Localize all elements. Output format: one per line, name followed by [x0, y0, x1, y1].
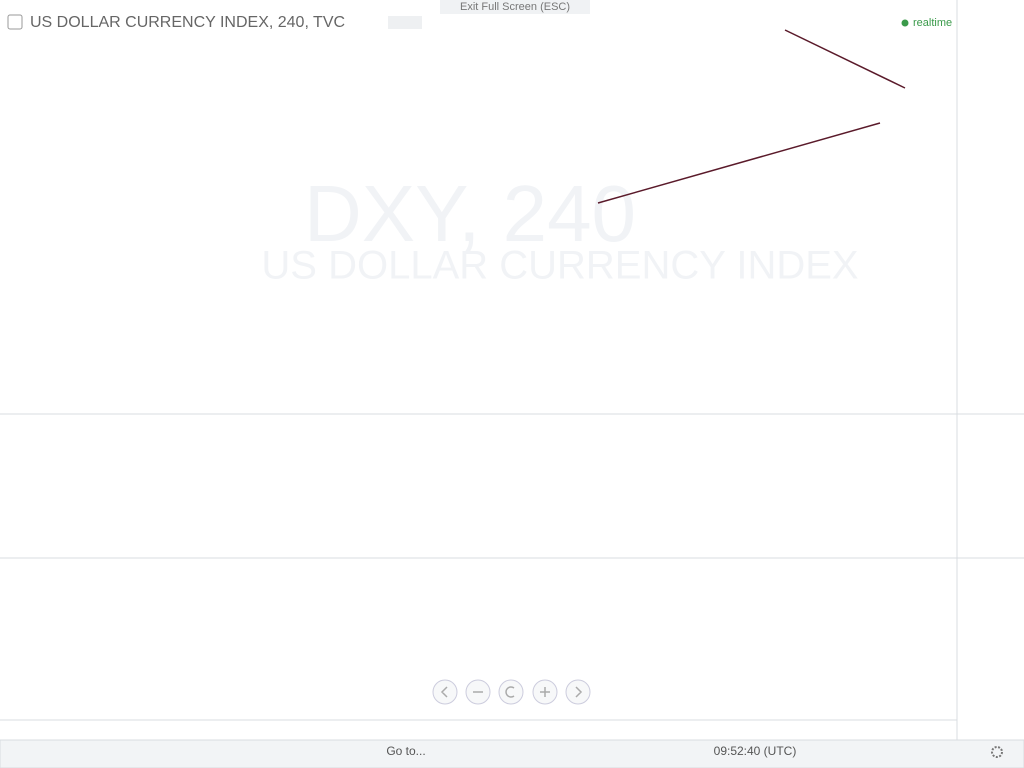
zoom-icons — [440, 686, 583, 698]
goto-button[interactable]: Go to... — [386, 744, 425, 758]
watermark-name: US DOLLAR CURRENCY INDEX — [261, 244, 858, 288]
exit-fullscreen[interactable]: Exit Full Screen (ESC) — [460, 1, 570, 13]
realtime-dot — [901, 19, 909, 27]
trendline — [597, 122, 881, 204]
clock: 09:52:40 (UTC) — [714, 744, 797, 758]
reset-button[interactable] — [498, 679, 524, 705]
zoom-controls — [432, 679, 591, 705]
realtime-status: realtime — [913, 17, 952, 29]
trendline — [784, 29, 906, 89]
toolbar — [0, 739, 1024, 768]
scroll-right-button[interactable] — [565, 679, 591, 705]
settings-button[interactable] — [991, 746, 1003, 758]
chart-icon[interactable] — [7, 14, 23, 30]
watermark-symbol: DXY, 240 — [304, 169, 636, 258]
header-icons[interactable] — [388, 16, 422, 29]
scroll-left-button[interactable] — [432, 679, 458, 705]
symbol-title: US DOLLAR CURRENCY INDEX, 240, TVC — [30, 14, 345, 31]
exit-fullscreen-bg[interactable] — [440, 0, 590, 14]
